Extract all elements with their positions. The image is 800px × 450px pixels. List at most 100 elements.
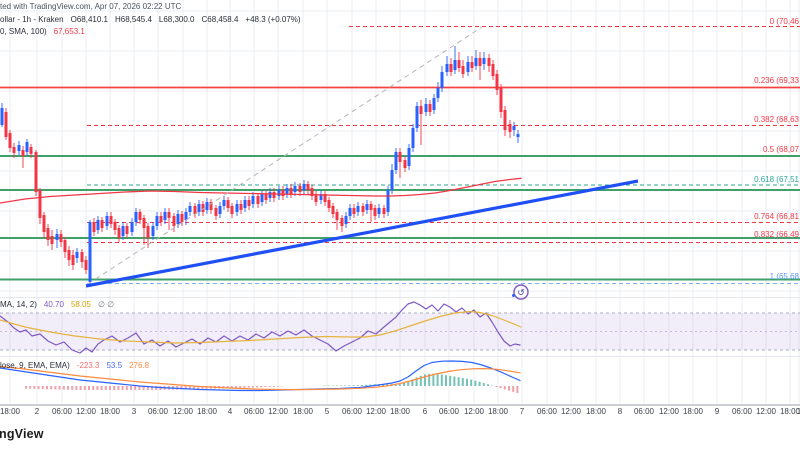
candle-body [466, 62, 470, 72]
macd-histogram-bar [71, 386, 74, 390]
fib-level-label: 0.618 (67,51 [754, 175, 799, 184]
ohlc-low: L68,300.0 [158, 15, 195, 24]
candle-body [268, 192, 272, 198]
candle-body [487, 58, 491, 66]
macd-histogram-bar [41, 386, 44, 390]
candle-body [407, 148, 411, 166]
candle-body [188, 206, 192, 212]
rsi-ma-value: 58.05 [70, 300, 91, 309]
candle-body [235, 204, 239, 212]
macd-histogram-bar [79, 386, 82, 390]
time-tick: 06:00 [147, 407, 169, 416]
macd-histogram-bar [512, 386, 515, 392]
macd-histogram-bar [516, 386, 519, 393]
macd-histogram-bar [482, 383, 485, 386]
macd-histogram-bar [146, 386, 149, 390]
macd-histogram-bar [365, 384, 368, 386]
macd-histogram-bar [356, 385, 359, 386]
rsi-value: 40.70 [43, 300, 64, 309]
time-tick: 18:00 [585, 407, 607, 416]
candle-body [151, 226, 155, 236]
macd-histogram-bar [33, 386, 36, 389]
candle-body [63, 240, 67, 252]
macd-histogram-bar [142, 386, 145, 390]
macd-histogram-bar [201, 386, 204, 389]
candle-body [403, 160, 407, 168]
macd-histogram-bar [344, 385, 347, 386]
macd-histogram-bar [256, 386, 258, 388]
candle-body [512, 126, 516, 130]
dashed-gray-trendline [87, 26, 483, 285]
candle-body [96, 220, 100, 230]
tradingview-logo[interactable]: ngView [0, 427, 44, 441]
candle-body [449, 64, 453, 72]
candle-body [344, 216, 348, 224]
macd-histogram-bar [508, 386, 510, 391]
candle-body [352, 208, 356, 214]
macd-hist-value: -223.3 [76, 361, 100, 370]
candle-body [21, 150, 25, 156]
time-axis[interactable]: 18:00 2 06:00 12:00 18:00 3 06:00 12:00 18:00 4 06… [0, 407, 800, 419]
macd-histogram-bar [352, 385, 355, 386]
macd-histogram-bar [361, 385, 363, 386]
fib-level-label: 0 (70,46 [769, 17, 799, 26]
macd-histogram-bar [495, 386, 498, 388]
candle-body [285, 188, 289, 194]
candle-body [302, 184, 306, 190]
candle-body [29, 147, 33, 154]
candle-body [319, 194, 323, 200]
macd-histogram-bar [407, 381, 410, 386]
fib-level-label: 0.764 (66,81 [754, 212, 799, 221]
ohlc-change: +48.3 (+0.07%) [245, 15, 301, 24]
time-tick: 18:00 [682, 407, 704, 416]
macd-histogram-bar [193, 386, 195, 390]
candle-body [146, 226, 150, 238]
candle-body [327, 200, 331, 208]
time-tick: 18:00 [487, 407, 509, 416]
time-tick: 7 [519, 407, 525, 416]
macd-histogram-bar [121, 386, 124, 390]
macd-histogram-bar [29, 386, 32, 389]
candle-body [251, 196, 255, 204]
candle-body [335, 212, 339, 220]
ma-legend: 0, SMA, 100) 67,653.1 [0, 27, 85, 37]
candle-body [331, 206, 335, 214]
fib-level-label: 0.832 (66,49 [754, 230, 799, 239]
macd-legend-label: lose, 9, EMA, EMA) [0, 361, 70, 370]
macd-histogram-bar [92, 386, 95, 390]
candle-body [386, 190, 390, 212]
macd-histogram-bar [37, 386, 40, 389]
time-tick: 8 [617, 407, 623, 416]
candle-body [121, 226, 125, 236]
candle-body [201, 204, 205, 212]
macd-histogram-bar [369, 384, 372, 386]
candle-body [209, 202, 213, 210]
time-tick: 12:00 [365, 407, 387, 416]
macd-histogram-bar [457, 377, 460, 386]
macd-histogram-bar [67, 386, 69, 390]
candle-body [310, 188, 314, 196]
macd-histogram-bar [478, 381, 481, 386]
candle-body [394, 152, 398, 170]
time-tick: 18:00 [0, 407, 21, 416]
candle-body [289, 188, 293, 194]
candle-body [80, 252, 84, 262]
macd-histogram-bar [272, 386, 275, 387]
macd-histogram-bar [470, 379, 473, 386]
macd-histogram-bar [466, 378, 468, 386]
candle-body [377, 208, 381, 214]
time-tick: 18:00 [779, 407, 800, 416]
candle-body [92, 222, 96, 232]
candle-body [84, 260, 88, 270]
candle-body [193, 206, 197, 214]
candle-body [34, 152, 38, 192]
macd-value: 53.5 [106, 361, 123, 370]
time-tick: 18:00 [389, 407, 411, 416]
candle-body [59, 234, 63, 242]
macd-histogram-bar [449, 375, 452, 386]
candle-body [474, 58, 478, 66]
macd-histogram-bar [415, 377, 418, 386]
candle-body [12, 147, 16, 153]
candle-body [55, 234, 59, 240]
